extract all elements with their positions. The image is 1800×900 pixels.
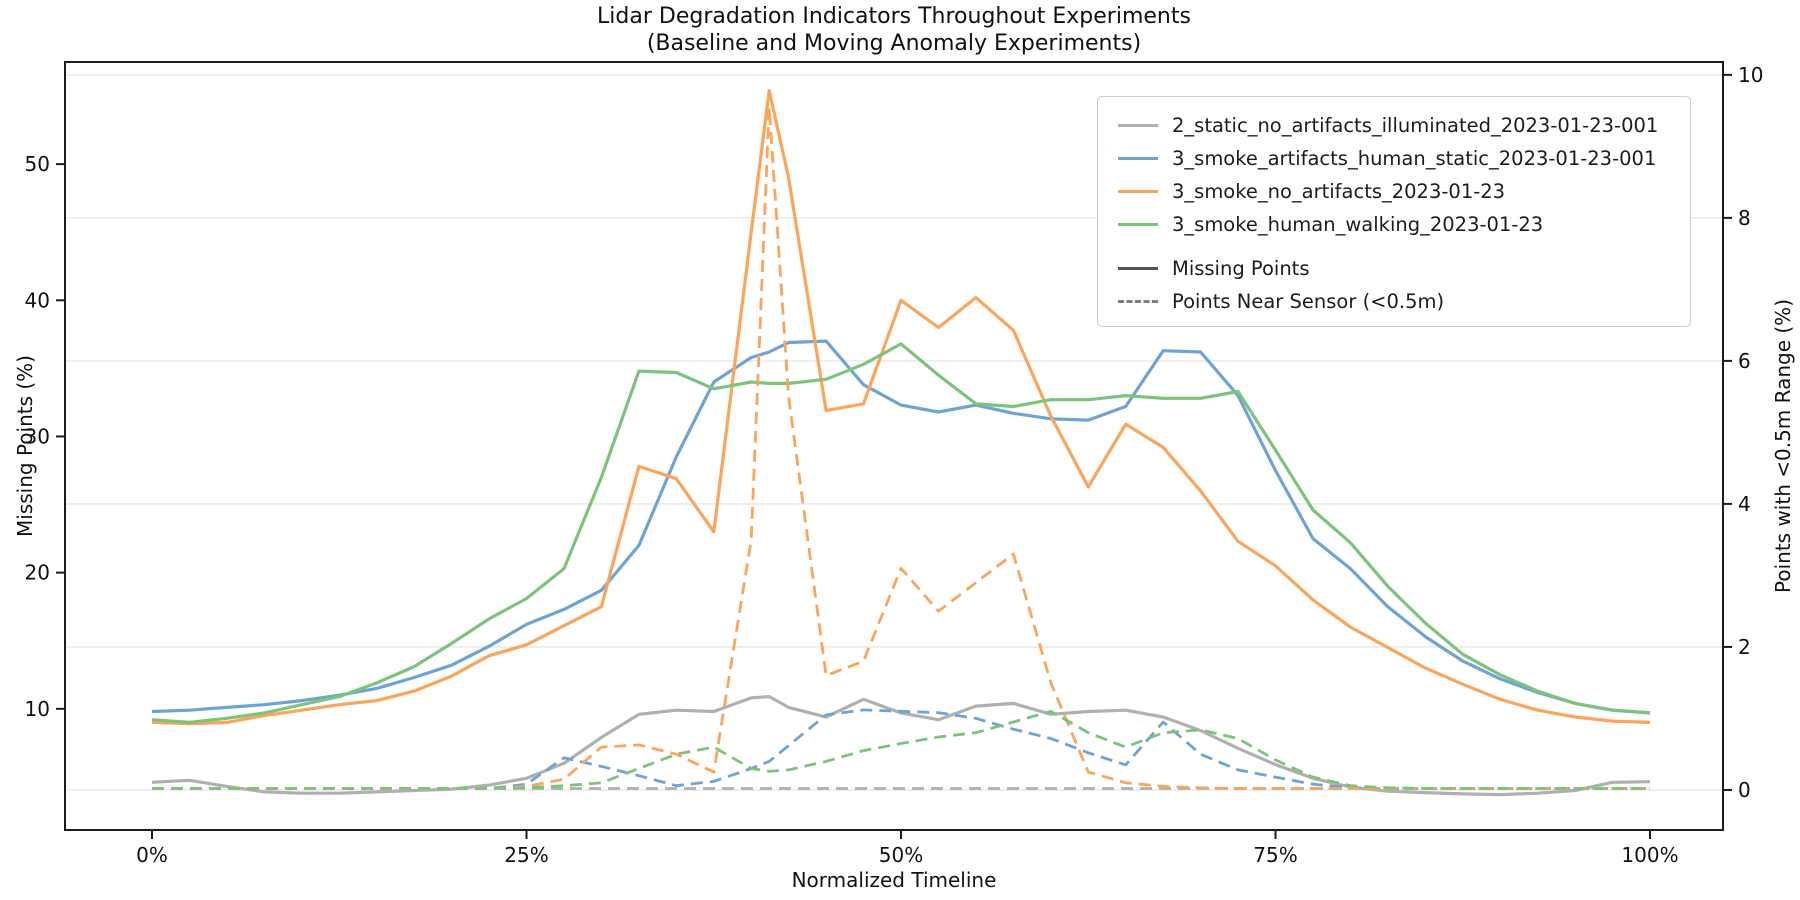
y-left-tick-label: 50 (25, 152, 50, 176)
legend: 2_static_no_artifacts_illuminated_2023-0… (1097, 96, 1691, 327)
x-tick-label: 25% (504, 843, 548, 867)
y-right-tick-label: 6 (1738, 349, 1751, 373)
x-tick-label: 50% (879, 843, 923, 867)
legend-label: Points Near Sensor (<0.5m) (1172, 290, 1445, 313)
y-axis-label-right: Points with <0.5m Range (%) (1771, 299, 1795, 593)
series-line-solid-2 (151, 88, 1651, 726)
chart-title: Lidar Degradation Indicators Throughout … (597, 3, 1191, 57)
legend-solid-line-swatch (1118, 190, 1158, 193)
legend-solid-line-swatch (1118, 267, 1158, 270)
legend-label: 3_smoke_human_walking_2023-01-23 (1172, 213, 1544, 236)
y-right-tick-label: 2 (1738, 635, 1751, 659)
y-right-tick-label: 10 (1738, 63, 1763, 87)
legend-label: 3_smoke_no_artifacts_2023-01-23 (1172, 180, 1506, 203)
y-right-tick-label: 0 (1738, 778, 1751, 802)
y-axis-label-left: Missing Points (%) (13, 355, 37, 537)
legend-item-style: Points Near Sensor (<0.5m) (1110, 285, 1680, 318)
legend-item-style: Missing Points (1110, 252, 1680, 285)
legend-item-session: 3_smoke_human_walking_2023-01-23 (1110, 208, 1680, 241)
series-line-solid-1 (151, 339, 1651, 715)
y-left-tick-label: 40 (25, 288, 50, 312)
y-left-tick-label: 30 (25, 424, 50, 448)
series-line-solid-3 (151, 342, 1651, 725)
legend-solid-line-swatch (1118, 223, 1158, 226)
x-tick-label: 100% (1621, 843, 1678, 867)
legend-item-session: 3_smoke_no_artifacts_2023-01-23 (1110, 175, 1680, 208)
legend-solid-line-swatch (1118, 157, 1158, 160)
x-axis-label: Normalized Timeline (791, 868, 997, 892)
x-tick-label: 75% (1253, 843, 1297, 867)
y-right-tick-label: 8 (1738, 206, 1751, 230)
chart-title-line2: (Baseline and Moving Anomaly Experiments… (646, 31, 1142, 56)
series-line-dashed-7 (152, 709, 1650, 790)
legend-label: 2_static_no_artifacts_illuminated_2023-0… (1172, 114, 1659, 137)
legend-dashed-line-swatch (1118, 300, 1158, 303)
legend-label: 3_smoke_artifacts_human_static_2023-01-2… (1172, 147, 1657, 170)
y-left-tick-label: 20 (25, 561, 50, 585)
x-tick-label: 0% (136, 843, 168, 867)
legend-label: Missing Points (1172, 257, 1310, 280)
legend-solid-line-swatch (1118, 124, 1158, 127)
legend-item-session: 2_static_no_artifacts_illuminated_2023-0… (1110, 109, 1680, 142)
series-line-solid-0 (151, 694, 1651, 797)
series-line-dashed-5 (152, 708, 1650, 790)
y-left-tick-label: 10 (25, 697, 50, 721)
legend-spacer (1110, 241, 1680, 252)
plot-border (64, 61, 1724, 831)
chart-title-line1: Lidar Degradation Indicators Throughout … (597, 4, 1191, 29)
legend-item-session: 3_smoke_artifacts_human_static_2023-01-2… (1110, 142, 1680, 175)
y-right-tick-label: 4 (1738, 492, 1751, 516)
